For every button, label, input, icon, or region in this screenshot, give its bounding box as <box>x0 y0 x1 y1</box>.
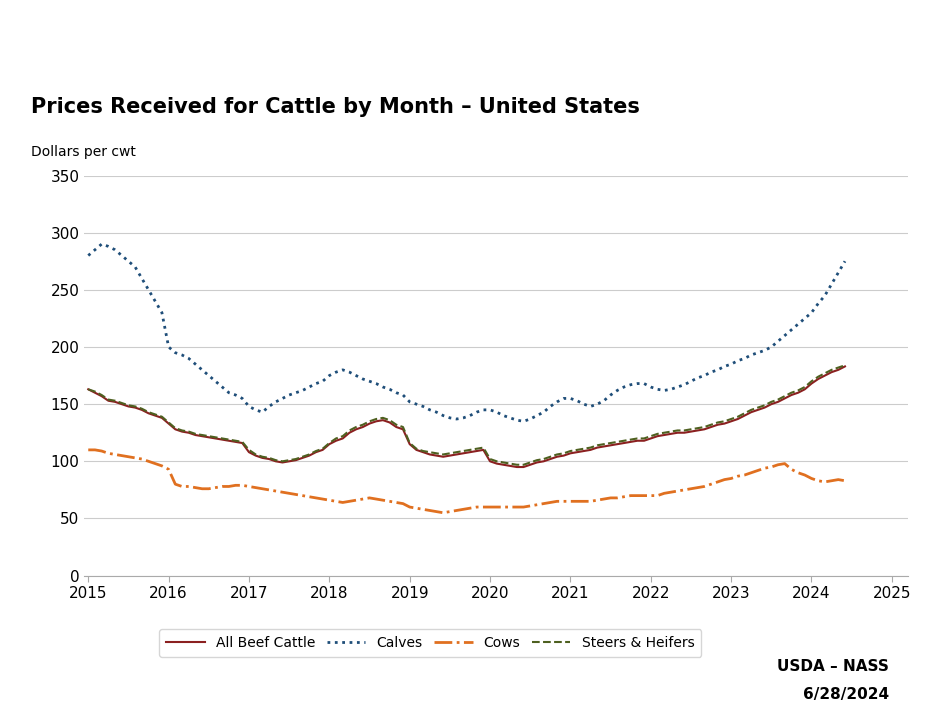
Calves <box>518 417 529 425</box>
Steers & Heifers <box>578 444 590 453</box>
Text: 6/28/2024: 6/28/2024 <box>803 687 889 702</box>
All Beef Cattle <box>169 425 181 434</box>
All Beef Cattle <box>578 446 590 455</box>
Steers & Heifers <box>665 428 677 436</box>
Calves <box>82 251 94 260</box>
Cows <box>82 446 94 454</box>
Steers & Heifers <box>511 461 522 469</box>
Cows <box>437 508 448 517</box>
Calves <box>585 402 596 411</box>
Calves <box>840 257 851 265</box>
Text: USDA – NASS: USDA – NASS <box>777 659 889 674</box>
Calves <box>303 383 314 391</box>
All Beef Cattle <box>511 463 522 471</box>
Cows <box>290 490 301 498</box>
Calves <box>176 351 187 359</box>
Line: Cows: Cows <box>88 450 845 512</box>
Steers & Heifers <box>290 455 301 463</box>
All Beef Cattle <box>377 416 388 425</box>
All Beef Cattle <box>665 430 677 438</box>
Steers & Heifers <box>297 453 308 461</box>
All Beef Cattle <box>82 385 94 394</box>
Text: Prices Received for Cattle by Month – United States: Prices Received for Cattle by Month – Un… <box>31 97 639 117</box>
Calves <box>297 386 308 395</box>
Cows <box>169 480 181 489</box>
Cows <box>297 491 308 500</box>
Legend: All Beef Cattle, Calves, Cows, Steers & Heifers: All Beef Cattle, Calves, Cows, Steers & … <box>159 629 701 657</box>
Cows <box>840 477 851 485</box>
Text: Dollars per cwt: Dollars per cwt <box>31 145 136 159</box>
Line: All Beef Cattle: All Beef Cattle <box>88 366 845 467</box>
Cows <box>665 488 677 496</box>
Steers & Heifers <box>169 424 181 432</box>
Steers & Heifers <box>82 385 94 394</box>
All Beef Cattle <box>297 453 308 462</box>
Calves <box>96 240 108 249</box>
All Beef Cattle <box>290 456 301 465</box>
Line: Calves: Calves <box>88 244 845 421</box>
Steers & Heifers <box>840 361 851 369</box>
Calves <box>384 385 395 394</box>
Steers & Heifers <box>377 413 388 422</box>
Cows <box>377 496 388 505</box>
All Beef Cattle <box>840 362 851 371</box>
Line: Steers & Heifers: Steers & Heifers <box>88 365 845 465</box>
Calves <box>672 383 683 391</box>
Cows <box>578 497 590 505</box>
